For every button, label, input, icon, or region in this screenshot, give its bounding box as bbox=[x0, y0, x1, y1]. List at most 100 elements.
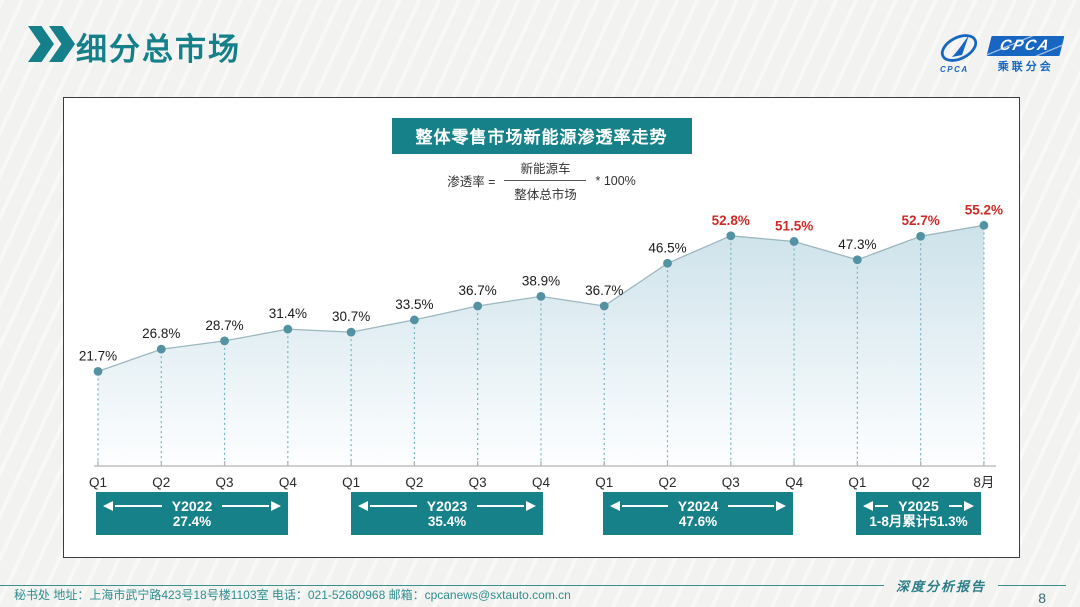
x-tick-label: Q2 bbox=[405, 475, 423, 490]
data-label: 31.4% bbox=[269, 306, 307, 321]
formula-denominator: 整体总市场 bbox=[514, 188, 577, 202]
arrow-shaft bbox=[477, 504, 525, 507]
arrow-shaft bbox=[875, 504, 889, 507]
data-point bbox=[979, 220, 989, 230]
data-point bbox=[789, 237, 799, 246]
page-number: 8 bbox=[1038, 590, 1046, 606]
arrow-left-icon bbox=[610, 500, 620, 511]
data-point bbox=[663, 258, 672, 268]
year-range-box: Y2022 27.4% bbox=[96, 492, 288, 535]
penetration-rate-chart: 21.7% Q1 26.8% Q2 28.7% Q3 31.4% Q4 30.7% Q1 33.5%… bbox=[79, 202, 1003, 490]
year-range-box: Y2024 47.6% bbox=[603, 492, 793, 535]
formula-numerator: 新能源车 bbox=[504, 158, 587, 181]
area-fill bbox=[98, 225, 984, 466]
data-point bbox=[156, 344, 166, 354]
arrow-right-icon bbox=[526, 500, 537, 511]
data-label: 28.7% bbox=[205, 318, 243, 333]
chart-panel: 21.7% Q1 26.8% Q2 28.7% Q3 31.4% Q4 30.7% Q1 33.5%… bbox=[63, 97, 1020, 558]
data-point bbox=[536, 291, 546, 301]
data-label: 21.7% bbox=[79, 348, 117, 363]
arrow-right-icon bbox=[776, 500, 787, 511]
x-tick-label: Q4 bbox=[532, 475, 551, 490]
year-label: Y2024 bbox=[677, 497, 719, 514]
footer-rule-right bbox=[998, 585, 1066, 586]
cpca-logo: CPCA CPCA 乘联分会 bbox=[931, 30, 1065, 76]
contact-info: 秘书处 地址：上海市武宁路423号18号楼1103室 电话：021-526809… bbox=[14, 588, 571, 602]
header: 细分总市场 CPCA CPCA 乘联分会 bbox=[0, 0, 1080, 95]
x-tick-label: Q3 bbox=[469, 475, 487, 490]
data-point bbox=[220, 336, 229, 346]
x-tick-label: Q3 bbox=[722, 475, 740, 490]
data-point bbox=[346, 327, 356, 337]
arrow-left-icon bbox=[103, 500, 113, 511]
formula: 渗透率 = 新能源车 整体总市场 * 100% bbox=[64, 158, 1019, 203]
year-value: 27.4% bbox=[172, 513, 212, 529]
x-tick-label: Q2 bbox=[152, 475, 170, 490]
arrow-left-icon bbox=[358, 500, 368, 511]
arrow-right-icon bbox=[964, 500, 975, 511]
page-title: 细分总市场 bbox=[76, 32, 241, 67]
data-label: 46.5% bbox=[648, 240, 686, 255]
footer-rule: 深度分析报告 bbox=[0, 576, 1066, 595]
report-label: 深度分析报告 bbox=[895, 579, 986, 594]
logo-swoosh-icon: CPCA bbox=[940, 34, 978, 74]
data-point bbox=[726, 231, 736, 241]
arrow-right-icon bbox=[271, 500, 282, 511]
arrow-shaft bbox=[115, 504, 162, 507]
x-tick-label: Q3 bbox=[216, 475, 234, 490]
year-value: 47.6% bbox=[678, 513, 718, 529]
arrow-shaft bbox=[728, 504, 775, 507]
year-label: Y2022 bbox=[171, 497, 213, 514]
logo-brand: CPCA bbox=[986, 36, 1065, 56]
data-label: 30.7% bbox=[332, 309, 370, 324]
logo-name: 乘联分会 bbox=[997, 61, 1054, 73]
x-tick-label: Q1 bbox=[595, 475, 613, 490]
footer: 深度分析报告 秘书处 地址：上海市武宁路423号18号楼1103室 电话：021… bbox=[0, 570, 1080, 607]
data-point bbox=[473, 301, 483, 311]
x-tick-label: Q1 bbox=[342, 475, 360, 490]
x-tick-label: Q4 bbox=[785, 475, 804, 490]
arrow-shaft bbox=[370, 504, 417, 507]
year-range-box: Y2023 35.4% bbox=[351, 492, 543, 535]
arrow-shaft bbox=[222, 504, 270, 507]
data-point bbox=[916, 231, 926, 241]
x-tick-label: 8月 bbox=[973, 475, 994, 490]
year-value: 35.4% bbox=[427, 513, 467, 529]
logo-text-block: CPCA 乘联分会 bbox=[986, 36, 1065, 74]
data-label: 52.8% bbox=[712, 213, 750, 228]
data-point bbox=[410, 315, 419, 325]
year-label: Y2023 bbox=[426, 497, 468, 514]
data-label: 26.8% bbox=[142, 326, 180, 341]
data-point bbox=[599, 301, 609, 311]
data-label: 51.5% bbox=[775, 218, 813, 233]
chart-title: 整体零售市场新能源渗透率走势 bbox=[391, 118, 692, 154]
arrow-left-icon bbox=[863, 500, 873, 511]
x-tick-label: Q2 bbox=[659, 475, 677, 490]
data-label: 33.5% bbox=[395, 297, 433, 312]
footer-rule-left bbox=[0, 585, 884, 586]
year-range-box: Y2025 1-8月累计51.3% bbox=[856, 492, 981, 535]
data-label: 47.3% bbox=[838, 237, 876, 252]
x-tick-label: Q1 bbox=[848, 475, 866, 490]
svg-text:CPCA: CPCA bbox=[940, 65, 969, 74]
x-tick-label: Q4 bbox=[279, 475, 298, 490]
data-label: 55.2% bbox=[965, 202, 1003, 217]
data-point bbox=[852, 255, 862, 265]
data-point bbox=[283, 324, 293, 334]
arrow-shaft bbox=[622, 504, 668, 507]
x-tick-label: Q2 bbox=[912, 475, 930, 490]
data-label: 36.7% bbox=[585, 283, 623, 298]
formula-lhs: 渗透率 = bbox=[447, 175, 496, 189]
arrow-shaft bbox=[948, 504, 963, 507]
year-value: 1-8月累计51.3% bbox=[869, 513, 968, 529]
double-chevron-icon bbox=[28, 26, 75, 62]
data-point bbox=[93, 366, 103, 376]
x-tick-label: Q1 bbox=[89, 475, 107, 490]
year-label: Y2025 bbox=[898, 497, 939, 514]
data-label: 38.9% bbox=[522, 273, 560, 288]
formula-fraction: 新能源车 整体总市场 bbox=[504, 158, 587, 203]
data-label: 36.7% bbox=[459, 283, 497, 298]
data-label: 52.7% bbox=[901, 213, 939, 228]
formula-rhs: * 100% bbox=[595, 173, 636, 188]
